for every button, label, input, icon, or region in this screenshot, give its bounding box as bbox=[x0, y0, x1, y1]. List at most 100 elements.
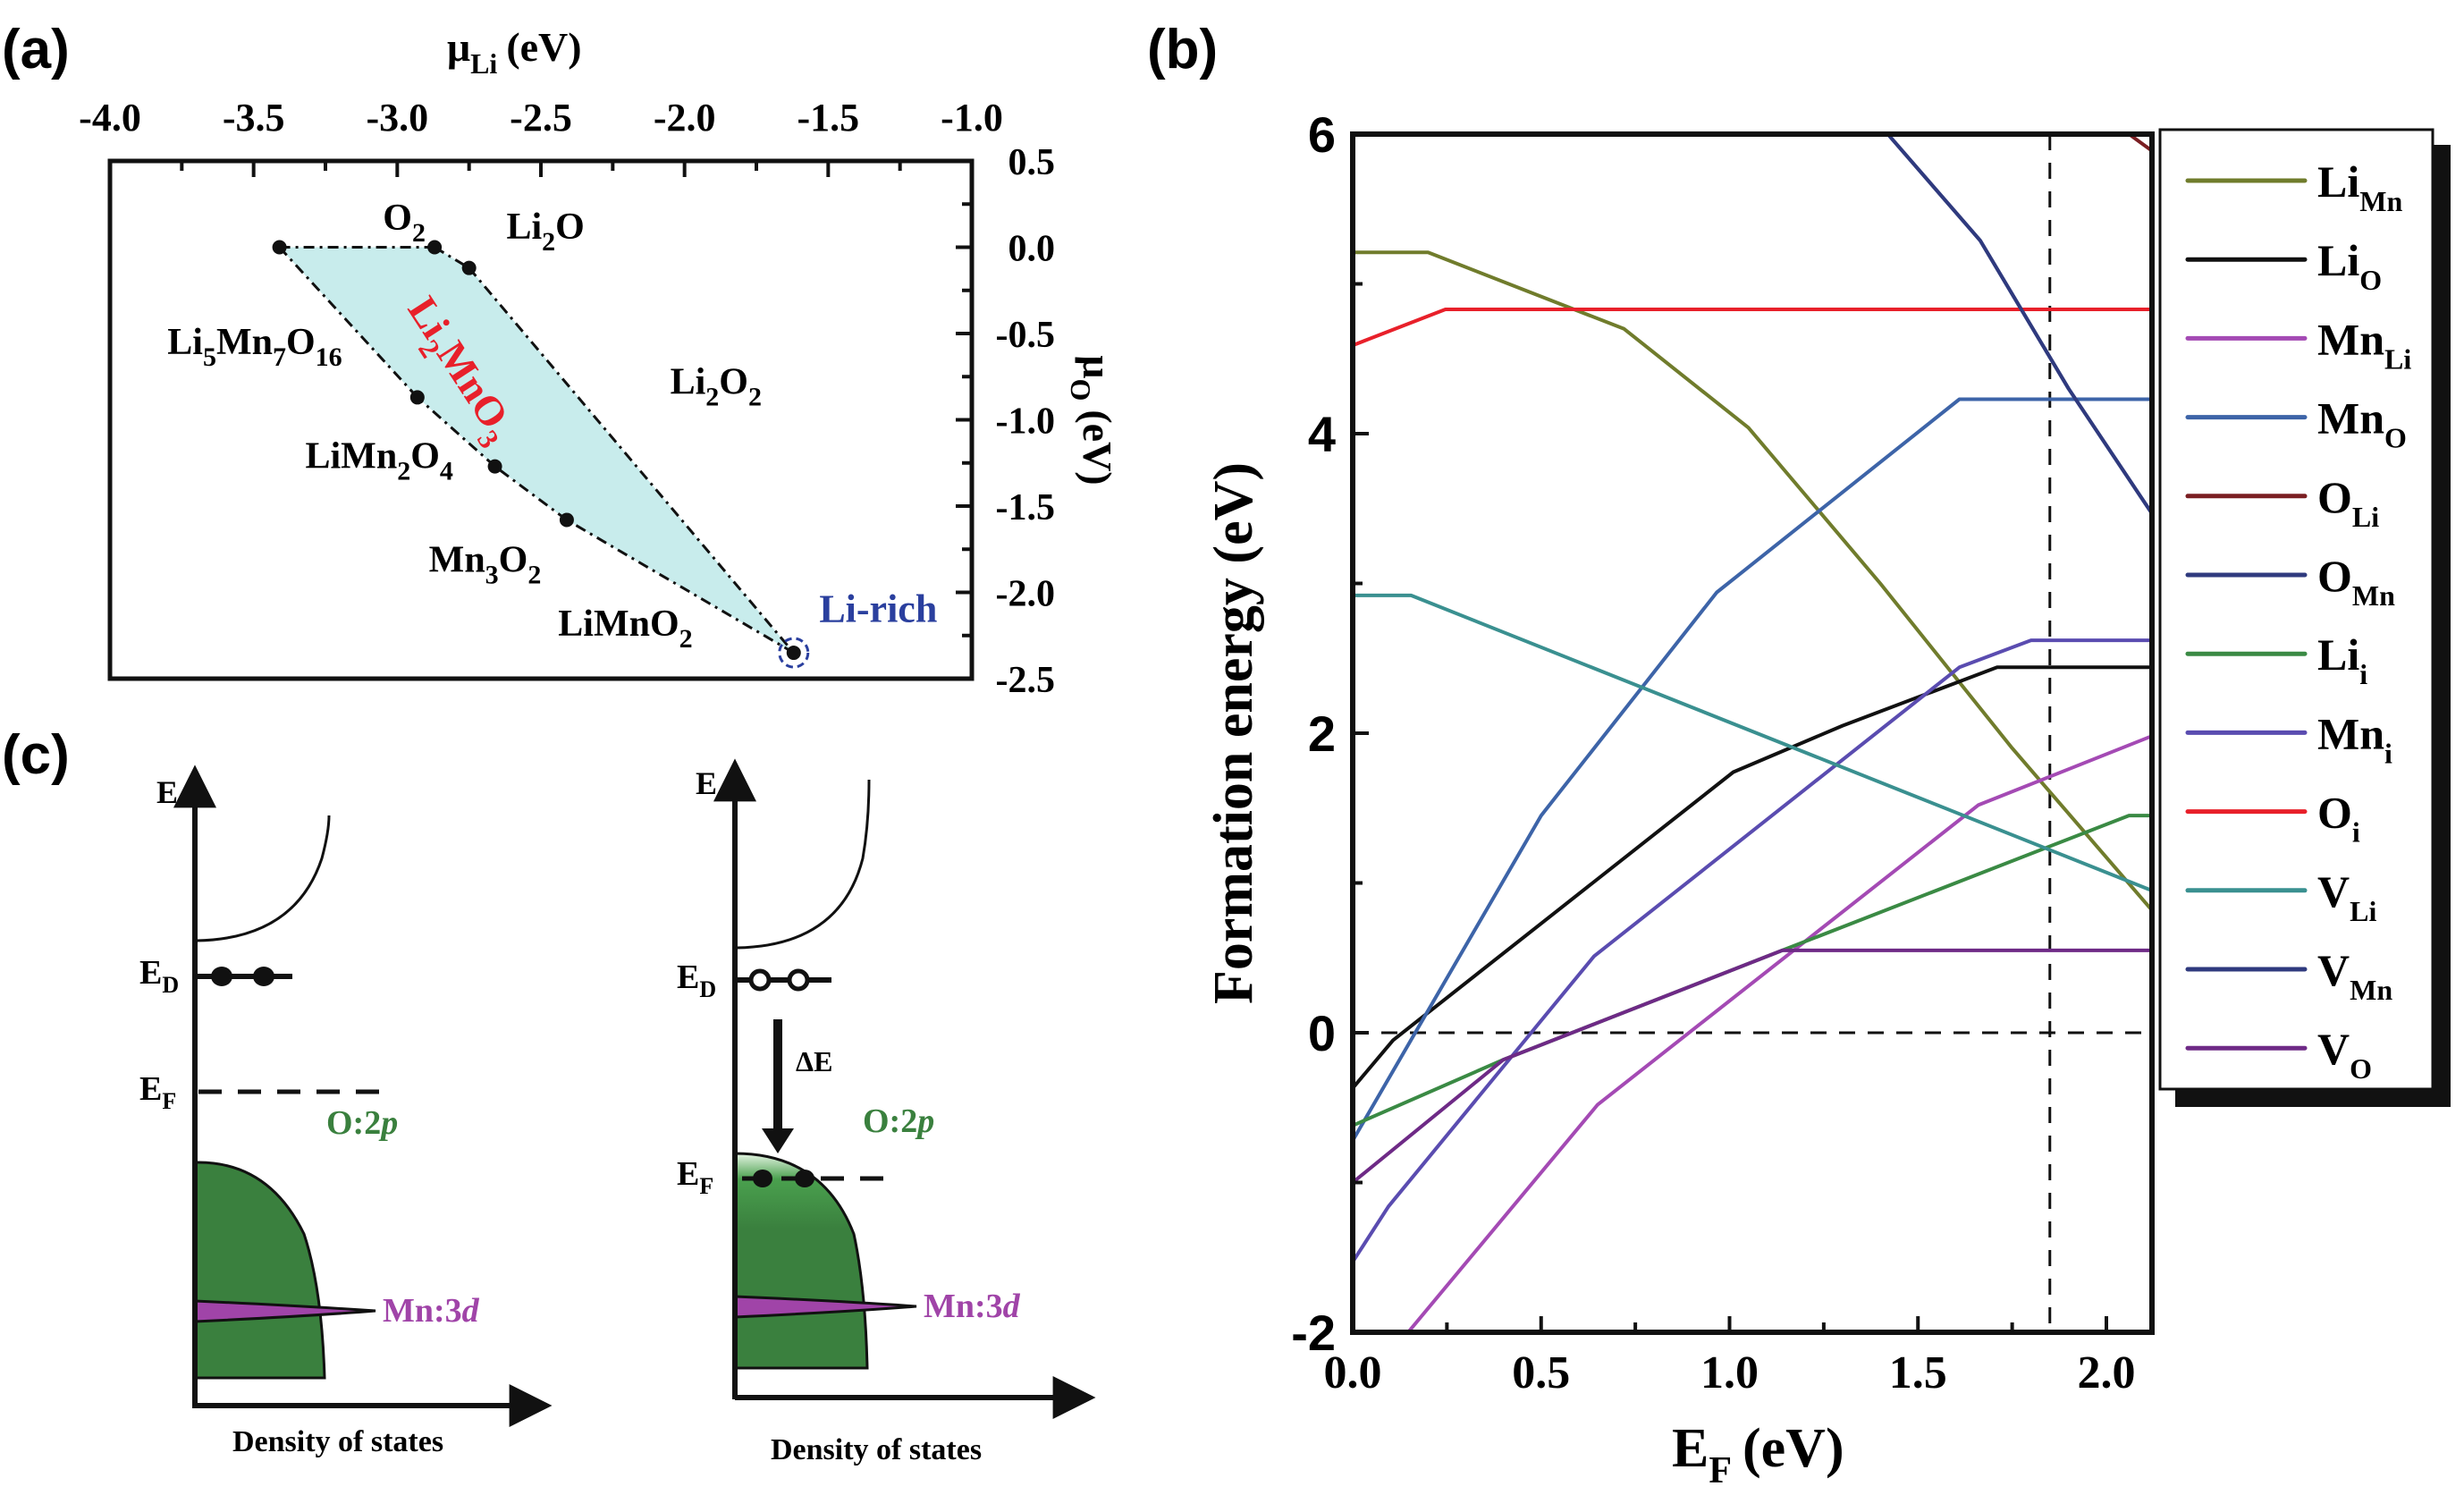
phase-boundary-line bbox=[566, 519, 795, 655]
o2p-band-left bbox=[193, 1161, 326, 1380]
x-tick-label: 0.5 bbox=[1512, 1347, 1570, 1398]
series-line-v-li bbox=[1353, 593, 2152, 892]
phase-boundary-line bbox=[468, 266, 795, 655]
y-tick-label: -2 bbox=[1291, 1305, 1336, 1361]
y-tick-label: 0.0 bbox=[1008, 229, 1056, 270]
series-line-v-o bbox=[1353, 948, 2152, 1185]
phase-label: Li5Mn7O16 bbox=[167, 322, 342, 372]
hole-icon bbox=[748, 968, 772, 992]
phase-label: LiMnO2 bbox=[558, 604, 692, 654]
phase-label: LiMn2O4 bbox=[306, 436, 453, 486]
phase-label: Li2O bbox=[506, 207, 584, 257]
panel-c-dos-schematics: E ED EF O:2p Mn:3d Density of states ΔE … bbox=[139, 758, 1096, 1466]
stability-region-fill bbox=[279, 247, 794, 654]
series-line-o-li bbox=[2128, 134, 2152, 153]
legend-label: LiO bbox=[2317, 235, 2382, 296]
legend-item: VO bbox=[2185, 1024, 2372, 1085]
x-tick-label: -4.0 bbox=[79, 96, 141, 139]
mn3d-band-right bbox=[733, 1295, 917, 1319]
legend-item: VMn bbox=[2185, 945, 2392, 1006]
li-rich-label: Li-rich bbox=[819, 587, 937, 630]
panel-a-y-axis-title: μO(eV) bbox=[1065, 355, 1120, 485]
series-line-li-o bbox=[1353, 665, 2152, 1090]
x-tick-label: -3.5 bbox=[223, 96, 285, 139]
y-tick-label: -2.0 bbox=[996, 574, 1056, 615]
y-tick-label: 0.5 bbox=[1008, 142, 1056, 183]
legend-label: MnLi bbox=[2317, 314, 2411, 375]
panel-a-y-axis: 0.5 0.0 -0.5 -1.0 -1.5 -2.0 -2.5 bbox=[956, 142, 1055, 701]
ef-label-right: EF bbox=[677, 1155, 713, 1199]
mn3d-label-right: Mn:3d bbox=[924, 1288, 1021, 1325]
ef-label-left: EF bbox=[139, 1070, 176, 1114]
phase-labels: O2 Li2O Li5Mn7O16 Li2O2 LiMn2O4 Mn3O2 LiMnO2 bbox=[167, 198, 762, 654]
dos-axis-label-right: Density of states bbox=[771, 1433, 982, 1466]
series-line-li-i bbox=[1353, 814, 2152, 1128]
panel-a-x-axis-title: μLi (eV) bbox=[447, 24, 582, 80]
conduction-band-left bbox=[196, 815, 331, 942]
series-line-o-i bbox=[1353, 308, 2152, 348]
series-lines bbox=[1353, 134, 2152, 1332]
phase-label: Li2O2 bbox=[671, 362, 762, 412]
series-line-mn-i bbox=[1353, 638, 2152, 1263]
legend-item: OLi bbox=[2185, 472, 2379, 533]
phase-boundary-line bbox=[416, 396, 496, 468]
delta-e-arrowhead bbox=[762, 1128, 794, 1153]
x-tick-label: -2.0 bbox=[654, 96, 716, 139]
panel-label-c: (c) bbox=[2, 724, 70, 786]
energy-axis-label-right: E bbox=[696, 765, 717, 801]
series-line-li-mn bbox=[1353, 250, 2152, 911]
phase-point bbox=[461, 260, 477, 275]
delta-e-label: ΔE bbox=[796, 1045, 832, 1077]
stability-region bbox=[278, 246, 795, 655]
legend-entries: LiMn LiO MnLi MnO OLi OMn Lii Mni Oi VLi VMn VO bbox=[2185, 156, 2411, 1085]
phase-point bbox=[786, 646, 801, 661]
electron-icon bbox=[795, 1170, 814, 1187]
phase-point bbox=[427, 240, 443, 255]
series-line-mn-li bbox=[1406, 734, 2152, 1332]
panel-label-b: (b) bbox=[1147, 19, 1218, 80]
y-tick-label: -1.0 bbox=[996, 401, 1056, 443]
legend-item: LiMn bbox=[2185, 156, 2402, 217]
panel-b-x-axis-title: EF (eV) bbox=[1672, 1418, 1844, 1491]
x-tick-label: 0.0 bbox=[1324, 1347, 1382, 1398]
panel-a-x-axis: -4.0 -3.5 -3.0 -2.5 -2.0 -1.5 -1.0 bbox=[79, 96, 1003, 177]
y-tick-label: 4 bbox=[1308, 406, 1336, 462]
phase-point bbox=[409, 390, 425, 405]
conduction-band-right bbox=[736, 779, 871, 950]
legend-label: LiMn bbox=[2317, 156, 2402, 217]
phase-boundary-line bbox=[494, 465, 568, 521]
legend-item: LiO bbox=[2185, 235, 2382, 296]
x-tick-label: -2.5 bbox=[510, 96, 572, 139]
legend-item: OMn bbox=[2185, 551, 2395, 612]
o2p-label-right: O:2p bbox=[863, 1102, 934, 1140]
legend-box bbox=[2158, 128, 2434, 1091]
panel-label-a: (a) bbox=[2, 19, 70, 80]
legend-label: MnO bbox=[2317, 393, 2407, 454]
legend-label: Lii bbox=[2317, 629, 2367, 690]
phase-point bbox=[487, 459, 502, 474]
legend-label: Oi bbox=[2317, 788, 2360, 849]
legend-label: OLi bbox=[2317, 472, 2379, 533]
y-tick-label: 6 bbox=[1308, 106, 1336, 163]
phase-point bbox=[272, 240, 287, 255]
hole-icon bbox=[787, 968, 810, 992]
series-line-v-mn bbox=[1886, 134, 2152, 514]
y-tick-label: 2 bbox=[1308, 705, 1336, 762]
legend-label: VLi bbox=[2317, 866, 2376, 927]
legend: LiMn LiO MnLi MnO OLi OMn Lii Mni Oi VLi VMn VO bbox=[2158, 128, 2451, 1107]
ed-label-right: ED bbox=[677, 959, 716, 1002]
electron-icon bbox=[253, 967, 274, 986]
mn3d-band-left bbox=[193, 1299, 376, 1323]
x-tick-label: -3.0 bbox=[367, 96, 429, 139]
dos-schematic-before: E ED EF O:2p Mn:3d Density of states bbox=[139, 764, 553, 1458]
y-tick-label: -2.5 bbox=[996, 660, 1056, 701]
panel-b-y-axis-title: Formation energy (eV) bbox=[1203, 462, 1264, 1004]
y-tick-label: -0.5 bbox=[996, 315, 1056, 356]
o2p-label-left: O:2p bbox=[326, 1104, 398, 1142]
legend-item: VLi bbox=[2185, 866, 2376, 927]
legend-item: MnO bbox=[2185, 393, 2407, 454]
x-tick-label: -1.5 bbox=[797, 96, 860, 139]
legend-item: Lii bbox=[2185, 629, 2367, 690]
legend-label: VO bbox=[2317, 1024, 2372, 1085]
